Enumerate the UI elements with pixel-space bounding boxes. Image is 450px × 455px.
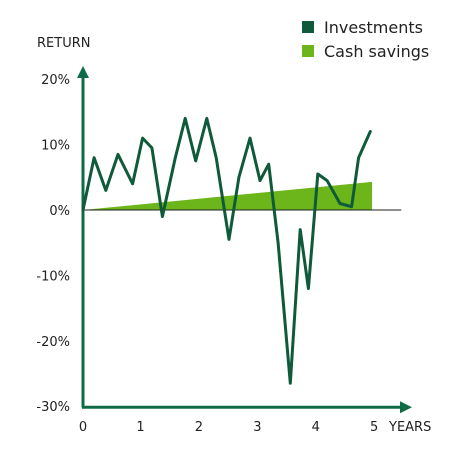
x-tick-label: 4 bbox=[312, 420, 320, 435]
legend-swatch bbox=[302, 21, 314, 33]
y-tick-label: -10% bbox=[36, 269, 70, 284]
y-tick-label: 0% bbox=[49, 204, 70, 219]
y-tick-label: 20% bbox=[41, 73, 70, 88]
y-axis-arrow bbox=[77, 66, 89, 78]
x-tick-label: 1 bbox=[136, 420, 144, 435]
x-tick-label: 2 bbox=[195, 420, 203, 435]
x-axis-title: YEARS bbox=[388, 420, 431, 435]
cash-savings-area bbox=[83, 181, 373, 210]
legend-label: Cash savings bbox=[324, 42, 429, 61]
y-tick-label: 10% bbox=[41, 139, 70, 154]
y-tick-label: -30% bbox=[36, 400, 70, 415]
y-axis-title: RETURN bbox=[37, 36, 90, 51]
legend-swatch bbox=[302, 45, 314, 57]
x-tick-label: 0 bbox=[79, 420, 87, 435]
y-tick-label: -20% bbox=[36, 335, 70, 350]
legend-label: Investments bbox=[324, 18, 423, 37]
x-tick-label: 5 bbox=[370, 420, 378, 435]
x-tick-label: 3 bbox=[253, 420, 261, 435]
investments-line bbox=[81, 116, 372, 385]
x-axis-arrow bbox=[400, 401, 412, 414]
